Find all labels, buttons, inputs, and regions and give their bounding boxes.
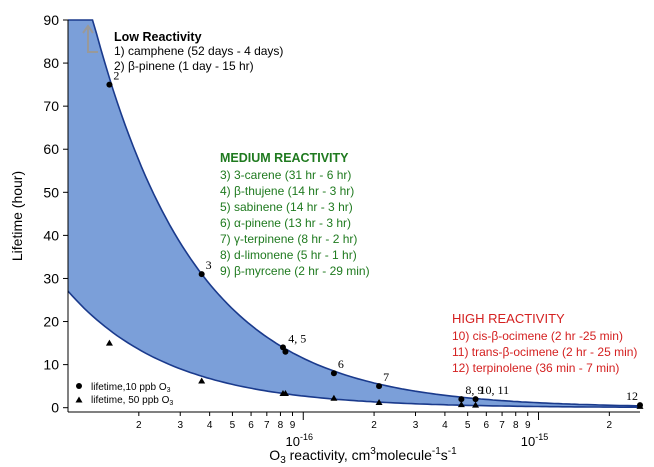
x-minor-tick-label: 2: [136, 420, 142, 431]
point-number-label: 4, 5: [288, 331, 306, 345]
high-reactivity-item-11: 11) trans-β-ocimene (2 hr - 25 min): [452, 345, 637, 359]
medium-reactivity-item-6: 6) α-pinene (13 hr - 3 hr): [220, 216, 351, 230]
y-axis-ticks: 0 10 20 30 40 50 60 70 80 90: [43, 12, 68, 416]
triangle-marker-50ppb: [198, 377, 206, 384]
point-number-label: 12: [626, 389, 638, 403]
x-minor-tick-label: 9: [290, 420, 296, 431]
medium-reactivity-item-7: 7) γ-terpinene (8 hr - 2 hr): [220, 232, 357, 246]
medium-reactivity-item-4: 4) β-thujene (14 hr - 3 hr): [220, 184, 354, 198]
medium-reactivity-item-8: 8) d-limonene (5 hr - 1 hr): [220, 248, 357, 262]
up-arrow-icon: [82, 24, 98, 53]
x-minor-tick-label: 4: [442, 420, 448, 431]
point-number-label: 7: [383, 370, 389, 384]
circle-marker-10ppb: [106, 81, 113, 88]
y-tick-label: 60: [43, 141, 59, 157]
low-reactivity-item-2: 2) β-pinene (1 day - 15 hr): [114, 59, 254, 73]
triangle-marker-50ppb: [375, 399, 383, 406]
triangle-marker-50ppb: [472, 401, 480, 408]
x-minor-tick-label: 7: [264, 420, 270, 431]
high-reactivity-item-12: 12) terpinolene (36 min - 7 min): [452, 361, 619, 375]
medium-reactivity-title: MEDIUM REACTIVITY: [220, 151, 349, 165]
point-number-label: 10, 11: [480, 383, 510, 397]
upper-lifetime-curve: [68, 19, 641, 407]
circle-marker-10ppb: [376, 383, 383, 390]
y-tick-label: 70: [43, 98, 59, 114]
medium-reactivity-item-9: 9) β-myrcene (2 hr - 29 min): [220, 264, 370, 278]
point-number-label: 3: [206, 258, 212, 272]
x-axis-label: O3 reactivity, cm3molecule-1s-1: [269, 446, 457, 466]
x-axis-ticks: 2 3 4 5 6 7 8 9 2 3 4 5 6 7 8 9 210-16 10-15: [136, 412, 613, 449]
y-tick-label: 40: [43, 227, 59, 243]
circle-marker-10ppb: [458, 396, 465, 403]
y-tick-label: 30: [43, 270, 59, 286]
medium-reactivity-annotation: MEDIUM REACTIVITY 3) 3-carene (31 hr - 6…: [220, 151, 370, 278]
x-minor-tick-label: 6: [484, 420, 490, 431]
circle-marker-10ppb: [472, 396, 479, 403]
x-minor-tick-label: 2: [607, 420, 613, 431]
triangle-marker-50ppb: [457, 401, 465, 408]
point-number-label: 2: [113, 69, 119, 83]
y-tick-label: 10: [43, 357, 59, 373]
y-tick-label: 90: [43, 12, 59, 28]
medium-reactivity-item-5: 5) sabinene (14 hr - 3 hr): [220, 200, 353, 214]
x-minor-tick-label: 3: [413, 420, 419, 431]
high-reactivity-item-10: 10) cis-β-ocimene (2 hr -25 min): [452, 329, 623, 343]
circle-marker-10ppb: [330, 370, 337, 377]
triangle-marker-50ppb: [281, 389, 289, 396]
low-reactivity-item-1: 1) camphene (52 days - 4 days): [114, 44, 283, 58]
y-tick-label: 20: [43, 314, 59, 330]
x-major-tick-label: 10-16: [286, 432, 313, 449]
x-minor-tick-label: 7: [499, 420, 505, 431]
x-minor-tick-label: 8: [513, 420, 519, 431]
triangle-marker-50ppb: [330, 394, 338, 401]
triangle-marker-50ppb: [636, 402, 644, 409]
x-minor-tick-label: 8: [278, 420, 284, 431]
x-minor-tick-label: 4: [207, 420, 213, 431]
legend: lifetime,10 ppb O3 lifetime, 50 ppb O3: [75, 382, 173, 407]
legend-label-10ppb: lifetime,10 ppb O3: [91, 382, 171, 394]
medium-reactivity-item-3: 3) 3-carene (31 hr - 6 hr): [220, 168, 351, 182]
x-minor-tick-label: 5: [230, 420, 236, 431]
lifetime-range-band: [68, 20, 640, 408]
y-tick-label: 0: [51, 400, 59, 416]
circle-marker-10ppb: [198, 271, 205, 278]
point-number-label: 6: [338, 357, 344, 371]
point-number-label: 8, 9: [465, 383, 483, 397]
x-minor-tick-label: 5: [465, 420, 471, 431]
x-minor-tick-label: 3: [177, 420, 183, 431]
circle-marker-10ppb: [282, 348, 289, 355]
y-axis-label: Lifetime (hour): [9, 171, 25, 261]
low-reactivity-title: Low Reactivity: [114, 30, 202, 44]
triangle-marker-50ppb: [105, 339, 113, 346]
high-reactivity-title: HIGH REACTIVITY: [452, 311, 565, 326]
low-reactivity-annotation: Low Reactivity 1) camphene (52 days - 4 …: [82, 24, 283, 73]
lower-lifetime-curve: [67, 290, 641, 409]
x-minor-tick-label: 6: [248, 420, 254, 431]
x-minor-tick-label: 2: [371, 420, 377, 431]
point-labels: 2 3 4, 5 6 7 8, 910, 11 12: [113, 69, 638, 403]
data-markers: [105, 81, 644, 409]
x-minor-tick-label: 9: [525, 420, 531, 431]
legend-label-50ppb: lifetime, 50 ppb O3: [91, 395, 173, 407]
legend-triangle-marker: [75, 396, 83, 403]
y-tick-label: 80: [43, 55, 59, 71]
legend-circle-marker: [76, 383, 82, 389]
high-reactivity-annotation: HIGH REACTIVITY 10) cis-β-ocimene (2 hr …: [452, 311, 637, 375]
x-major-tick-label: 10-15: [521, 432, 548, 449]
y-tick-label: 50: [43, 184, 59, 200]
